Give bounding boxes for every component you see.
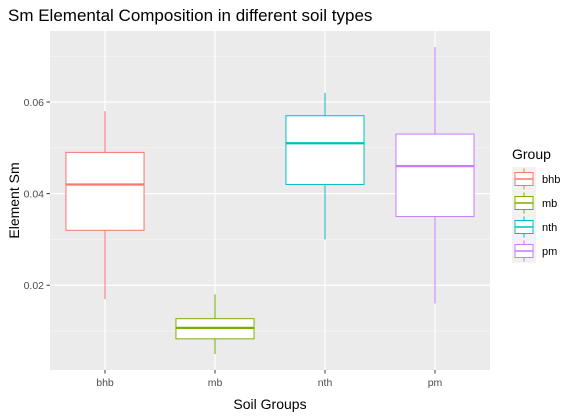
y-axis-title: Element Sm	[6, 162, 22, 238]
x-tick-label: nth	[318, 377, 333, 389]
x-tick-label: mb	[208, 377, 223, 389]
box-rect-bhb	[65, 151, 145, 231]
y-axis-ticks: 0.02 0.04 0.06	[24, 97, 50, 292]
y-tick-label: 0.02	[24, 280, 45, 292]
legend-item-pm: pm	[512, 239, 557, 263]
legend: Group bhb mb nth pm	[512, 146, 560, 263]
legend-label-mb: mb	[542, 198, 557, 210]
box-pm	[395, 47, 475, 304]
box-rect-nth	[285, 115, 365, 185]
legend-title: Group	[512, 146, 551, 162]
legend-label-bhb: bhb	[542, 174, 560, 186]
x-tick-label: bhb	[96, 377, 114, 389]
x-axis-title: Soil Groups	[233, 396, 306, 412]
legend-label-nth: nth	[542, 222, 557, 234]
legend-item-nth: nth	[512, 215, 557, 239]
legend-item-mb: mb	[512, 191, 557, 215]
box-bhb	[65, 111, 145, 299]
legend-item-bhb: bhb	[512, 167, 560, 191]
x-tick-label: pm	[428, 377, 443, 389]
legend-label-pm: pm	[542, 246, 557, 258]
box-rect-pm	[395, 133, 475, 218]
y-tick-label: 0.04	[24, 188, 45, 200]
boxes	[65, 47, 475, 354]
box-mb	[175, 294, 255, 354]
y-tick-label: 0.06	[24, 97, 45, 109]
chart-title: Sm Elemental Composition in different so…	[8, 6, 372, 25]
x-axis-ticks: bhb mb nth pm	[96, 370, 443, 389]
box-nth	[285, 92, 365, 240]
